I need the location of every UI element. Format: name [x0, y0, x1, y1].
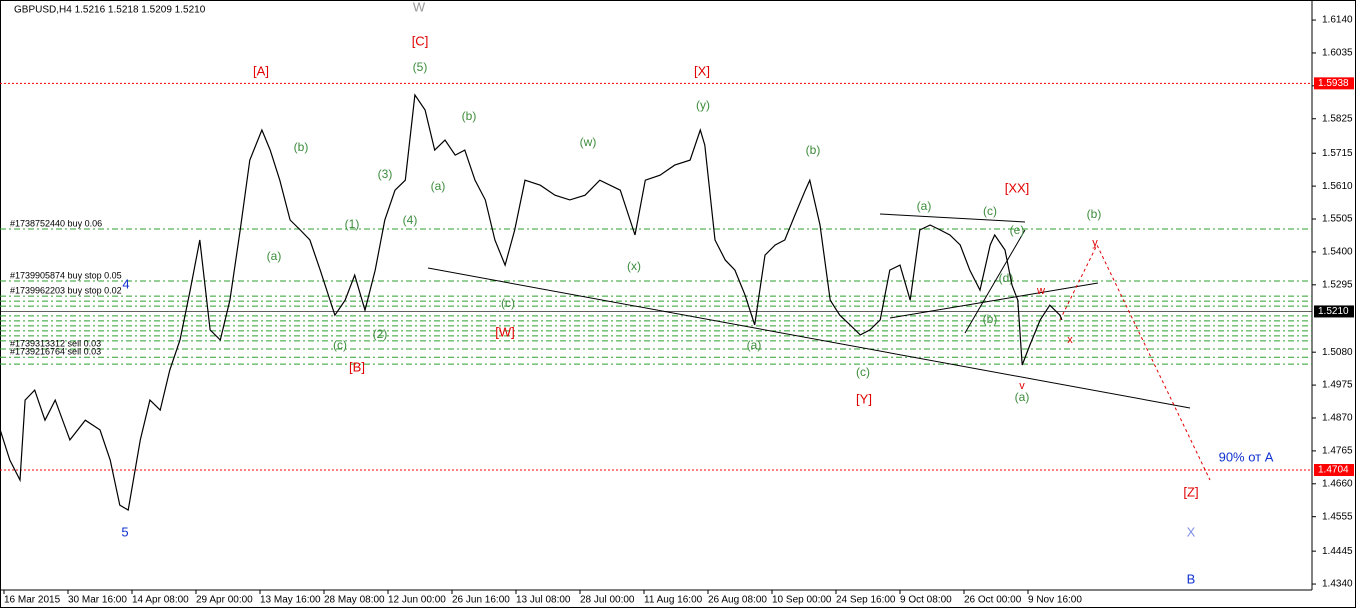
wave-label: 90% от A	[1219, 449, 1274, 464]
wave-label: y	[1092, 237, 1098, 249]
wave-label: (1)	[345, 217, 360, 231]
wave-label: (a)	[747, 338, 762, 352]
y-tick-label: 1.6140	[1322, 15, 1353, 26]
price-box	[1314, 463, 1354, 476]
y-tick-label: 1.4975	[1322, 380, 1353, 391]
x-tick-label: 11 Aug 16:00	[644, 595, 703, 606]
x-tick-label: 26 Aug 08:00	[708, 595, 767, 606]
order-label: #1739905874 buy stop 0.05	[10, 270, 122, 280]
y-tick-label: 1.4340	[1322, 579, 1353, 590]
wave-label: X	[1187, 524, 1196, 539]
order-label: #1738752440 buy 0.06	[10, 218, 102, 228]
y-tick-label: 1.5080	[1322, 347, 1353, 358]
wave-label: [W]	[495, 324, 515, 339]
x-tick-label: 28 May 08:00	[324, 595, 385, 606]
x-tick-label: 13 Jul 08:00	[516, 595, 571, 606]
price-box	[1314, 305, 1354, 318]
y-tick-label: 1.4765	[1322, 446, 1353, 457]
wave-label: (b)	[1087, 207, 1102, 221]
x-tick-label: 9 Nov 16:00	[1028, 595, 1082, 606]
wave-label: 5	[121, 524, 128, 539]
price-box	[1314, 77, 1354, 90]
x-tick-label: 13 May 16:00	[260, 595, 321, 606]
wave-label: (x)	[627, 259, 641, 273]
price-line	[0, 93, 1063, 512]
x-tick-label: 28 Jul 00:00	[580, 595, 635, 606]
wave-label: [Y]	[856, 391, 872, 406]
wave-label: (c)	[501, 296, 515, 310]
wave-label: (b)	[806, 143, 821, 157]
y-tick-label: 1.5400	[1322, 247, 1353, 258]
wave-label: [B]	[349, 359, 365, 374]
y-tick-label: 1.6035	[1322, 48, 1353, 59]
x-tick-label: 16 Mar 2015	[4, 595, 61, 606]
wave-label: 4	[122, 276, 129, 291]
x-tick-label: 26 Oct 00:00	[964, 595, 1022, 606]
x-tick-label: 30 Mar 16:00	[68, 595, 127, 606]
y-tick-label: 1.5505	[1322, 214, 1353, 225]
y-tick-label: 1.5295	[1322, 279, 1353, 290]
y-tick-label: 1.5825	[1322, 113, 1353, 124]
y-tick-label: 1.4555	[1322, 511, 1353, 522]
x-tick-label: 29 Apr 00:00	[196, 595, 253, 606]
wave-label: (a)	[267, 249, 282, 263]
wave-label: (4)	[403, 213, 418, 227]
order-label: #1739216764 sell 0.03	[10, 347, 101, 357]
wave-label: (w)	[580, 135, 597, 149]
wave-label: [A]	[253, 63, 269, 78]
wave-label: (3)	[378, 167, 393, 181]
wave-label: (c)	[856, 365, 870, 379]
wave-label: (5)	[413, 60, 428, 74]
price-box-label: 1.5210	[1318, 306, 1349, 317]
wave-label: (a)	[431, 179, 446, 193]
wave-label: [C]	[412, 33, 429, 48]
x-tick-label: 10 Sep 00:00	[772, 595, 832, 606]
wave-label: W	[413, 0, 426, 14]
wave-label: (c)	[333, 338, 347, 352]
y-tick-label: 1.4660	[1322, 478, 1353, 489]
wave-label: (a)	[1015, 390, 1030, 404]
wave-label: (b)	[294, 140, 309, 154]
wave-label: (y)	[696, 98, 710, 112]
price-box-label: 1.4704	[1318, 465, 1349, 476]
wave-label: (e)	[1010, 223, 1025, 237]
y-tick-label: 1.5715	[1322, 148, 1353, 159]
x-tick-label: 24 Sep 16:00	[836, 595, 896, 606]
x-tick-label: 12 Jun 00:00	[388, 595, 446, 606]
order-label: #1739962203 buy stop 0.02	[10, 285, 122, 295]
wave-label: (b)	[983, 312, 998, 326]
wave-labels: W [C] [A] [X] [XX] [W] [B] [Y] [Z] y w x…	[121, 0, 1273, 586]
price-box-label: 1.5938	[1318, 78, 1349, 89]
wave-label: [XX]	[1005, 180, 1030, 195]
trend-lines	[427, 213, 1191, 409]
wave-label: x	[1067, 334, 1073, 346]
x-tick-label: 14 Apr 08:00	[132, 595, 189, 606]
order-label: #1739313312 sell 0.03	[10, 338, 101, 348]
x-tick-label: 26 Jun 16:00	[452, 595, 510, 606]
wave-label: (2)	[373, 327, 388, 341]
wave-label: (c)	[983, 204, 997, 218]
chart-title: GBPUSD,H4 1.5216 1.5218 1.5209 1.5210	[14, 5, 206, 16]
wave-label: [X]	[694, 63, 710, 78]
y-tick-label: 1.4870	[1322, 413, 1353, 424]
wave-label: (b)	[462, 109, 477, 123]
y-tick-label: 1.5610	[1322, 181, 1353, 192]
wave-label: [Z]	[1183, 484, 1198, 499]
wave-label: B	[1187, 571, 1196, 586]
y-tick-label: 1.4445	[1322, 546, 1353, 557]
wave-label: w	[1036, 285, 1045, 297]
wave-label: (a)	[917, 199, 932, 213]
x-tick-label: 9 Oct 08:00	[900, 595, 952, 606]
wave-label: v	[1019, 380, 1025, 392]
